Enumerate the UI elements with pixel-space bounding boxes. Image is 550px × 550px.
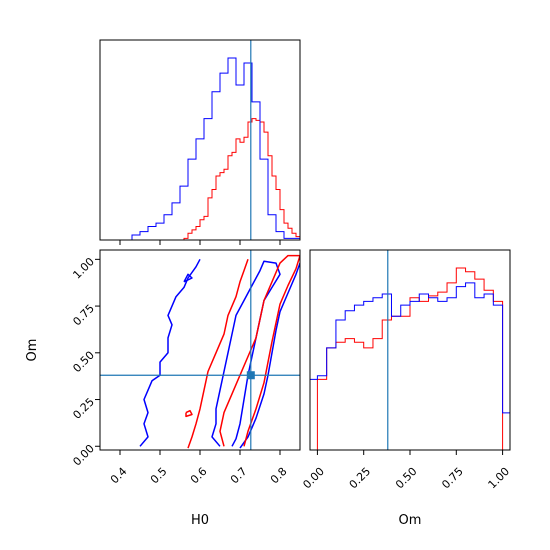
om-hist-xtick-label: 0.75 [439, 465, 466, 492]
contour-red-outer [187, 259, 249, 449]
om-hist-red-series [316, 267, 504, 450]
om-ytick-label: 0.75 [70, 302, 97, 329]
om-histogram-panel: 0.00 0.25 0.50 0.75 1.00 [300, 249, 513, 492]
contour-blue-outer [139, 258, 201, 447]
contour-blue-speck [183, 273, 193, 283]
contour-red-inner [219, 254, 300, 447]
h0-hist-red-series [183, 118, 301, 240]
h0-xtick-label: 0.7 [228, 465, 250, 487]
contour-red-speck [185, 409, 193, 418]
h0-histogram-panel [99, 39, 301, 245]
om-ytick-label: 1.00 [70, 255, 97, 282]
contour-blue-right [239, 262, 300, 449]
om-ytick-label: 0.00 [70, 442, 97, 469]
h0-hist-frame [99, 39, 301, 241]
h0-hist-blue-series [131, 57, 301, 240]
x-axis-label-om: Om [399, 513, 422, 528]
truth-marker [246, 371, 255, 380]
y-axis-label-om: Om [25, 339, 40, 362]
om-ytick-label: 0.25 [70, 395, 97, 422]
om-ytick-label: 0.50 [70, 349, 97, 376]
h0-xtick-label: 0.4 [108, 465, 130, 487]
x-axis-label-h0: H0 [191, 513, 209, 528]
h0-xtick-label: 0.6 [188, 465, 210, 487]
om-hist-frame [309, 249, 511, 451]
om-hist-xtick-label: 1.00 [486, 465, 513, 492]
om-hist-xtick-label: 0.00 [300, 465, 327, 492]
h0-xtick-label: 0.5 [148, 465, 170, 487]
h0-xtick-label: 0.8 [268, 465, 290, 487]
om-hist-xtick-label: 0.25 [347, 465, 374, 492]
om-hist-xtick-label: 0.50 [393, 465, 420, 492]
om-hist-blue-series [309, 282, 511, 450]
h0-om-contour-panel: 0.4 0.5 0.6 0.7 0.8 0.00 0.25 0.50 0.75 1.00 [70, 249, 301, 487]
